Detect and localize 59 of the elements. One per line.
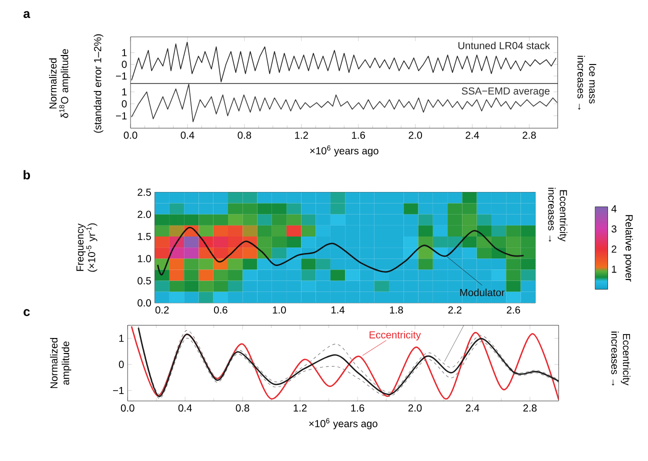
series-label: SSA−EMD average <box>462 87 550 97</box>
text: Modulator <box>460 288 505 296</box>
text: increases → <box>548 188 556 242</box>
x-tick-label: 1.6 <box>352 132 366 139</box>
x-tick-label: 1.6 <box>351 404 364 412</box>
x-tick-label: 2.6 <box>506 306 520 314</box>
text: Eccentricity <box>620 334 630 386</box>
series-label: Eccentricity <box>370 330 421 340</box>
y-tick-label: 1 <box>122 49 127 56</box>
x-tick-label: 2.4 <box>466 132 480 139</box>
y-tick-label: 2.0 <box>138 210 151 218</box>
x-tick-label: 0.4 <box>178 404 192 412</box>
y-tick-label: 0 <box>118 360 124 368</box>
text: b <box>24 170 30 180</box>
color-bar-label: 1 <box>612 266 616 273</box>
x-tick-label: 0.4 <box>180 132 194 139</box>
x-tick-label: 1.2 <box>294 404 307 412</box>
y-tick-label: 0.5 <box>138 277 151 284</box>
x-tick-label: 0.2 <box>155 306 169 314</box>
y-axis-title: Normalized δ$^{18}$O amplitude <box>49 49 70 118</box>
x-tick-label: 0.8 <box>236 404 250 412</box>
x-tick-label: 2.8 <box>523 404 537 412</box>
x-tick-label: 1.2 <box>295 132 308 139</box>
x-tick-label: 2.4 <box>466 404 480 412</box>
x-tick-label: 1.4 <box>331 306 345 314</box>
y-tick-label: 1.5 <box>138 232 151 240</box>
y-tick-label: 1 <box>122 88 127 96</box>
x-tick-label: 2.0 <box>408 132 422 139</box>
y-tick-label: 1.0 <box>138 254 151 262</box>
y-tick-label: 0 <box>122 100 127 108</box>
color-bar-label: 2 <box>612 245 616 253</box>
text: increases → <box>611 332 619 386</box>
text: c <box>24 309 30 316</box>
text: (standard error 1–2%) <box>94 34 104 133</box>
color-bar-title: Relative power <box>624 215 634 282</box>
y-tick-label: 0.0 <box>138 299 151 306</box>
series-label: Untuned LR04 stack <box>458 42 550 50</box>
y-tick-label: −1 <box>116 72 127 80</box>
y-tick-label: 0 <box>122 60 127 68</box>
color-bar-label: 3 <box>612 225 616 232</box>
x-tick-label: 0.6 <box>214 306 228 314</box>
x-tick-label: 1.8 <box>390 306 403 314</box>
color-bar-label: 4 <box>611 205 617 212</box>
text: Eccentricity <box>558 190 568 242</box>
x-tick-label: 1.0 <box>272 306 286 314</box>
x-tick-label: 0.8 <box>238 132 252 139</box>
text: Ice mass <box>589 64 596 104</box>
y-tick-label: 2.5 <box>138 188 151 196</box>
y-axis-title: Normalized amplitude <box>50 338 72 388</box>
x-axis-title: ×10$^{6}$ years ago <box>309 418 378 430</box>
y-tick-label: 1 <box>119 334 124 342</box>
text: a <box>24 11 30 18</box>
x-tick-label: 2.0 <box>408 404 422 412</box>
y-tick-label: −1 <box>113 386 124 394</box>
x-tick-label: 2.2 <box>448 306 462 314</box>
x-tick-label: 2.8 <box>522 132 536 139</box>
text: increases → <box>577 56 585 110</box>
y-tick-label: −1 <box>116 112 127 120</box>
x-axis-title: ×10$^{6}$ years ago <box>310 145 378 156</box>
